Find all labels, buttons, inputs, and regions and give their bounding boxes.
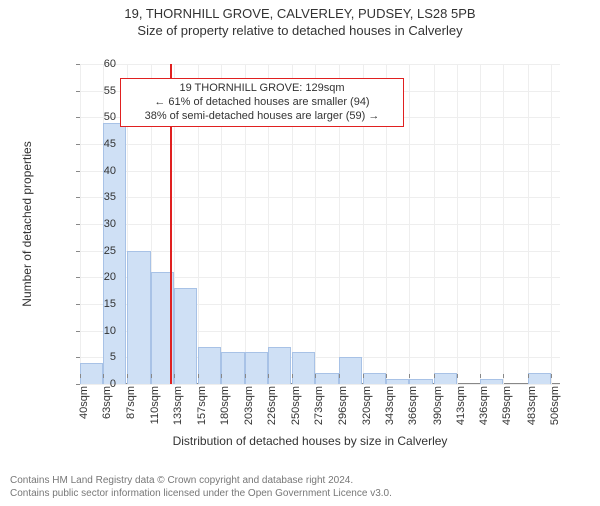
xtick-mark	[339, 374, 340, 378]
xtick-mark	[434, 374, 435, 378]
gridline-vertical	[528, 64, 529, 384]
histogram-bar	[386, 379, 409, 384]
histogram-bar	[221, 352, 244, 384]
xtick-mark	[221, 374, 222, 378]
xtick-label: 133sqm	[172, 386, 184, 425]
ytick-label: 50	[76, 111, 116, 123]
ytick-label: 35	[76, 191, 116, 203]
xtick-label: 226sqm	[266, 386, 278, 425]
ytick-label: 5	[76, 351, 116, 363]
ytick-label: 60	[76, 58, 116, 70]
footer-attribution: Contains HM Land Registry data © Crown c…	[10, 474, 392, 500]
gridline-horizontal	[80, 64, 560, 65]
histogram-bar	[292, 352, 315, 384]
xtick-mark	[292, 374, 293, 378]
gridline-vertical	[409, 64, 410, 384]
histogram-bar	[434, 373, 457, 384]
xtick-mark	[268, 374, 269, 378]
histogram-bar	[480, 379, 503, 384]
xtick-mark	[198, 374, 199, 378]
page-title-line1: 19, THORNHILL GROVE, CALVERLEY, PUDSEY, …	[0, 6, 600, 21]
gridline-vertical	[503, 64, 504, 384]
histogram-bar	[127, 251, 150, 384]
gridline-horizontal	[80, 171, 560, 172]
gridline-horizontal	[80, 144, 560, 145]
ytick-label: 55	[76, 85, 116, 97]
page-title-line2: Size of property relative to detached ho…	[0, 23, 600, 38]
ytick-label: 10	[76, 325, 116, 337]
xtick-mark	[528, 374, 529, 378]
gridline-vertical	[434, 64, 435, 384]
gridline-vertical	[551, 64, 552, 384]
histogram-bar	[528, 373, 551, 384]
histogram-bar	[409, 379, 432, 384]
histogram-bar	[245, 352, 268, 384]
xtick-mark	[103, 374, 104, 378]
xtick-label: 180sqm	[219, 386, 231, 425]
gridline-horizontal	[80, 197, 560, 198]
gridline-vertical	[457, 64, 458, 384]
xtick-mark	[174, 374, 175, 378]
annotation-line: ← 61% of detached houses are smaller (94…	[127, 96, 397, 110]
x-axis-label: Distribution of detached houses by size …	[50, 434, 570, 448]
chart-container: Number of detached properties 19 THORNHI…	[50, 54, 570, 424]
gridline-vertical	[480, 64, 481, 384]
xtick-mark	[245, 374, 246, 378]
footer-line2: Contains public sector information licen…	[10, 487, 392, 500]
xtick-mark	[551, 374, 552, 378]
xtick-label: 110sqm	[149, 386, 161, 424]
gridline-horizontal	[80, 224, 560, 225]
ytick-label: 30	[76, 218, 116, 230]
xtick-label: 40sqm	[78, 386, 90, 419]
xtick-mark	[386, 374, 387, 378]
histogram-bar	[268, 347, 291, 384]
annotation-line: 19 THORNHILL GROVE: 129sqm	[127, 82, 397, 96]
histogram-bar	[339, 357, 362, 384]
ytick-label: 25	[76, 245, 116, 257]
xtick-mark	[127, 374, 128, 378]
footer-line1: Contains HM Land Registry data © Crown c…	[10, 474, 392, 487]
ytick-label: 40	[76, 165, 116, 177]
gridline-horizontal	[80, 251, 560, 252]
histogram-bar	[363, 373, 386, 384]
xtick-label: 320sqm	[361, 386, 373, 425]
xtick-mark	[409, 374, 410, 378]
xtick-label: 250sqm	[290, 386, 302, 425]
xtick-label: 436sqm	[478, 386, 490, 425]
xtick-label: 390sqm	[432, 386, 444, 425]
histogram-bar	[174, 288, 197, 384]
xtick-label: 366sqm	[407, 386, 419, 425]
xtick-label: 506sqm	[549, 386, 561, 425]
xtick-label: 459sqm	[501, 386, 513, 425]
xtick-mark	[480, 374, 481, 378]
xtick-label: 63sqm	[101, 386, 113, 419]
xtick-label: 87sqm	[125, 386, 137, 419]
ytick-label: 45	[76, 138, 116, 150]
histogram-bar	[198, 347, 221, 384]
histogram-bar	[315, 373, 338, 384]
xtick-mark	[315, 374, 316, 378]
annotation-line: 38% of semi-detached houses are larger (…	[127, 110, 397, 124]
xtick-label: 413sqm	[455, 386, 467, 425]
xtick-mark	[363, 374, 364, 378]
xtick-label: 343sqm	[384, 386, 396, 425]
xtick-label: 157sqm	[196, 386, 208, 425]
xtick-mark	[503, 374, 504, 378]
xtick-label: 273sqm	[313, 386, 325, 425]
xtick-label: 296sqm	[337, 386, 349, 425]
gridline-horizontal	[80, 384, 560, 385]
xtick-mark	[80, 374, 81, 378]
xtick-mark	[151, 374, 152, 378]
ytick-label: 15	[76, 298, 116, 310]
annotation-box: 19 THORNHILL GROVE: 129sqm← 61% of detac…	[120, 78, 404, 127]
ytick-label: 20	[76, 271, 116, 283]
xtick-label: 203sqm	[243, 386, 255, 425]
xtick-label: 483sqm	[526, 386, 538, 425]
xtick-mark	[457, 374, 458, 378]
plot-area: 19 THORNHILL GROVE: 129sqm← 61% of detac…	[80, 64, 560, 384]
